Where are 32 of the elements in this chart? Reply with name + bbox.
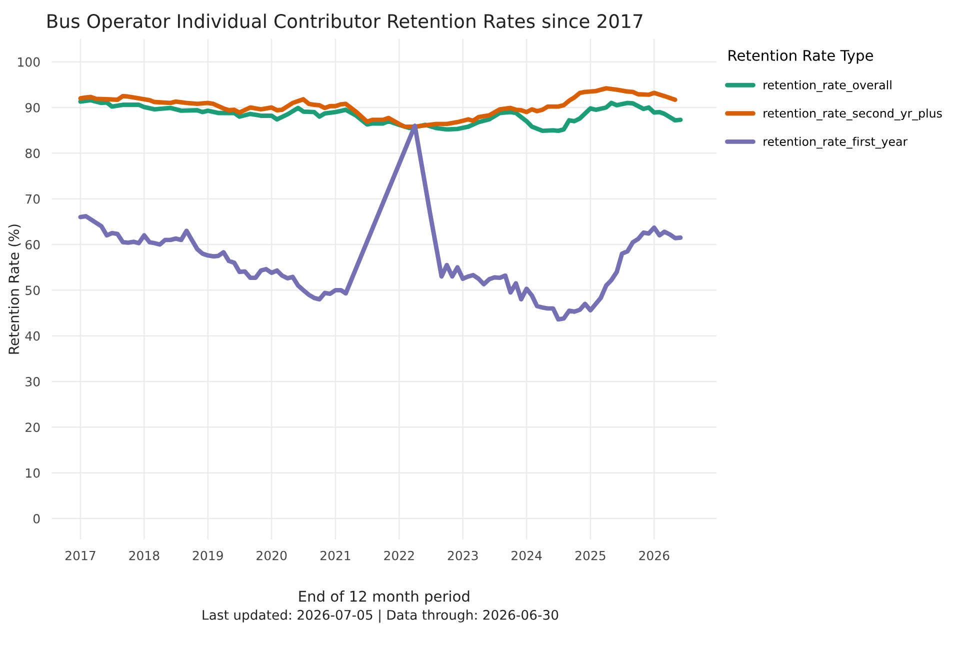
x-tick-label: 2026	[639, 550, 670, 560]
y-tick-label: 30	[26, 376, 40, 386]
y-tick-label: 60	[26, 240, 40, 250]
legend-label: retention_rate_second_yr_plus	[764, 108, 942, 120]
x-tick-label: 2018	[129, 550, 160, 560]
y-tick-label: 50	[26, 286, 40, 296]
y-tick-label: 10	[26, 468, 40, 478]
y-tick-label: 90	[25, 102, 40, 112]
y-tick-label: 70	[26, 194, 40, 204]
line-series	[78, 98, 683, 134]
x-tick-label: 2025	[575, 550, 606, 560]
y-tick-label: 80	[26, 148, 40, 158]
chart-title: Bus Operator Individual Contributor Retention Rates since 2017	[48, 14, 642, 32]
x-tick-label: 2019	[192, 550, 223, 560]
legend-label: retention_rate_overall	[764, 80, 892, 92]
x-tick-label: 2017	[65, 550, 96, 560]
x-tick-label: 2021	[320, 550, 350, 560]
y-tick-label: 40	[25, 331, 40, 341]
line-series	[78, 86, 678, 129]
y-tick-label: 100	[18, 57, 40, 67]
x-tick-label: 2024	[512, 550, 542, 560]
x-tick-label: 2023	[448, 550, 478, 560]
x-tick-label: 2020	[256, 550, 287, 560]
legend-label: retention_rate_first_year	[764, 136, 908, 149]
y-axis-title: Retention Rate (%)	[8, 224, 21, 354]
legend-title: Retention Rate Type	[728, 50, 873, 64]
line-series	[78, 124, 683, 322]
x-tick-label: 2022	[384, 550, 414, 560]
y-tick-label: 20	[26, 422, 40, 432]
x-axis-title: End of 12 month period	[299, 590, 470, 605]
y-tick-label: 0	[33, 514, 40, 524]
text: Last updated: 2026-07-05 | Data through: 2026-06-30	[202, 610, 558, 623]
